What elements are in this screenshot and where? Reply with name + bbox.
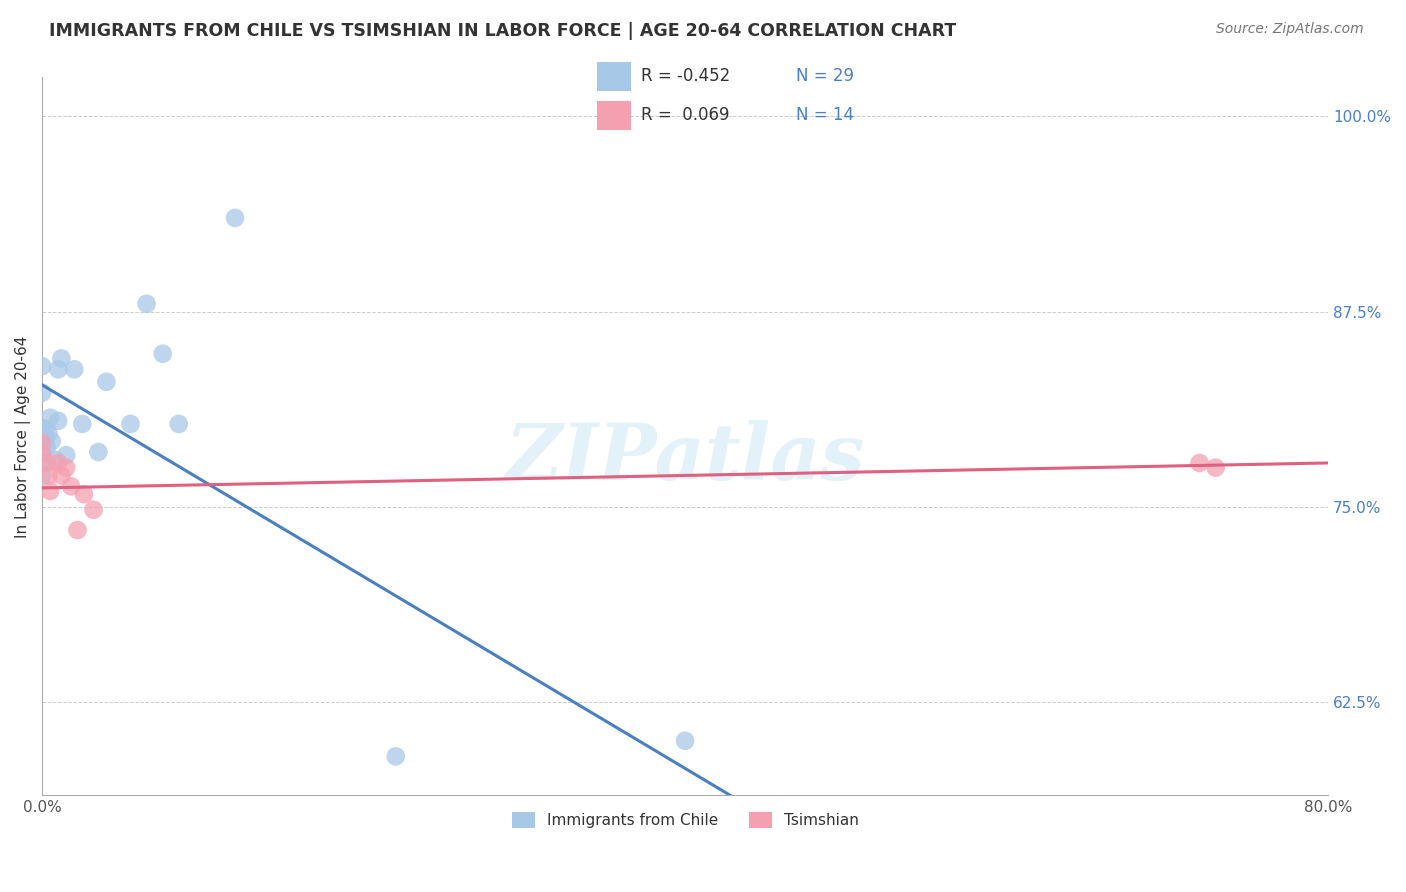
FancyBboxPatch shape	[598, 101, 631, 130]
Text: Source: ZipAtlas.com: Source: ZipAtlas.com	[1216, 22, 1364, 37]
Point	[31, 468, 53, 483]
Point	[66, 523, 89, 537]
Point	[35, 456, 58, 470]
Point	[39, 483, 62, 498]
Point	[73, 487, 96, 501]
Point	[51, 351, 73, 366]
Text: R = -0.452: R = -0.452	[641, 68, 730, 86]
Point	[39, 410, 62, 425]
Point	[46, 414, 69, 428]
Point	[224, 211, 246, 225]
Point	[31, 447, 53, 461]
Point	[1188, 456, 1211, 470]
Legend: Immigrants from Chile, Tsimshian: Immigrants from Chile, Tsimshian	[506, 806, 865, 834]
Point	[83, 502, 105, 516]
Point	[46, 456, 69, 470]
Point	[55, 448, 77, 462]
Point	[167, 417, 190, 431]
Point	[72, 417, 94, 431]
Point	[38, 426, 60, 441]
Point	[31, 456, 53, 470]
Point	[55, 460, 77, 475]
Point	[34, 422, 56, 436]
Y-axis label: In Labor Force | Age 20-64: In Labor Force | Age 20-64	[15, 335, 31, 538]
Point	[1205, 460, 1227, 475]
Point	[35, 441, 58, 455]
Point	[31, 422, 53, 436]
Point	[46, 362, 69, 376]
Text: ZIPatlas: ZIPatlas	[505, 420, 865, 496]
Point	[38, 468, 60, 483]
Point	[31, 445, 53, 459]
Text: IMMIGRANTS FROM CHILE VS TSIMSHIAN IN LABOR FORCE | AGE 20-64 CORRELATION CHART: IMMIGRANTS FROM CHILE VS TSIMSHIAN IN LA…	[49, 22, 956, 40]
Point	[41, 434, 63, 449]
Point	[87, 445, 110, 459]
Point	[31, 435, 53, 450]
Point	[31, 429, 53, 443]
Point	[31, 385, 53, 400]
Point	[96, 375, 118, 389]
Point	[120, 417, 142, 431]
Point	[63, 362, 86, 376]
Point	[135, 297, 157, 311]
Text: R =  0.069: R = 0.069	[641, 105, 730, 123]
Point	[44, 453, 66, 467]
Point	[51, 468, 73, 483]
Point	[60, 479, 83, 493]
Point	[152, 347, 174, 361]
Text: N = 29: N = 29	[796, 68, 853, 86]
Text: N = 14: N = 14	[796, 105, 853, 123]
Point	[673, 733, 696, 747]
Point	[31, 359, 53, 374]
Point	[34, 433, 56, 447]
FancyBboxPatch shape	[598, 62, 631, 91]
Point	[384, 749, 406, 764]
